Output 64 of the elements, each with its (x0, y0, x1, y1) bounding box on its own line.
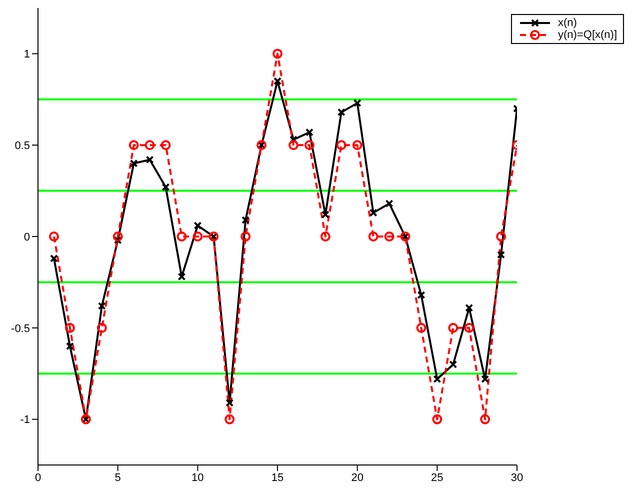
point (162, 183, 170, 192)
point (497, 250, 506, 259)
point (449, 360, 458, 368)
point (481, 375, 490, 384)
x-tick-label: 30 (510, 472, 524, 484)
point (50, 254, 58, 262)
y-tick-label: 1 (24, 48, 30, 61)
point (432, 414, 442, 424)
point (465, 304, 474, 312)
y-tick-label: -0.5 (11, 322, 30, 335)
y-tick-label: 0 (24, 231, 30, 244)
point (289, 136, 298, 144)
point (480, 414, 490, 424)
point (288, 140, 298, 150)
point (305, 128, 314, 136)
y-tick-label: -1 (20, 414, 30, 426)
point (384, 232, 394, 242)
point (272, 48, 283, 59)
point (192, 232, 203, 242)
x-tick-label: 25 (431, 472, 444, 484)
point (48, 232, 59, 242)
point (337, 108, 346, 116)
point (114, 236, 122, 244)
point (242, 216, 250, 224)
point (194, 222, 202, 230)
point (146, 156, 154, 164)
point (224, 414, 235, 424)
x-tick-label: 20 (351, 472, 364, 484)
point (64, 322, 75, 333)
point (160, 140, 171, 150)
point (178, 272, 186, 281)
point (448, 322, 458, 333)
x-tick-label: 0 (34, 472, 42, 484)
point (176, 232, 187, 242)
point (112, 232, 123, 242)
point (464, 322, 474, 333)
point (320, 232, 330, 242)
x-tick-label: 15 (271, 472, 284, 484)
point (144, 140, 155, 150)
point (416, 322, 426, 333)
point (96, 322, 107, 333)
legend-label: x(n) (558, 17, 577, 29)
point (128, 140, 139, 150)
point (417, 290, 426, 299)
point (369, 208, 378, 217)
point (240, 232, 251, 242)
point (130, 159, 138, 168)
point (304, 140, 314, 150)
point (353, 99, 362, 108)
x-tick-label: 10 (192, 472, 204, 484)
point (98, 302, 106, 310)
point (226, 398, 234, 407)
y-tick-label: 0.5 (14, 140, 30, 152)
point (385, 200, 394, 208)
point (66, 342, 74, 350)
point (321, 210, 330, 219)
x-tick-label: 5 (114, 472, 121, 484)
point (352, 140, 362, 150)
point (433, 375, 442, 384)
point (368, 232, 378, 242)
point (336, 140, 346, 150)
legend-label: y(n)=Q[x(n)] (558, 29, 617, 41)
point (496, 232, 506, 242)
point (274, 77, 282, 86)
